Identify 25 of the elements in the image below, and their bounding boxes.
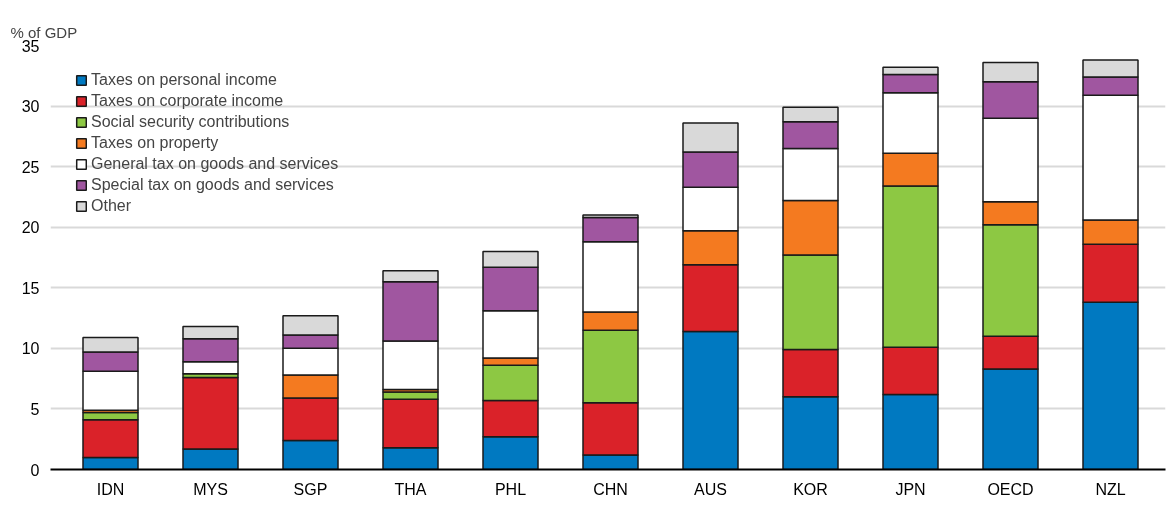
x-tick-label: PHL xyxy=(494,480,527,498)
x-tick-label: IDN xyxy=(96,480,125,498)
legend-label: Taxes on personal income xyxy=(91,70,277,90)
x-tick-label: KOR xyxy=(793,480,828,498)
x-tick-label: THA xyxy=(394,480,427,498)
y-tick-label: 20 xyxy=(21,219,40,237)
y-tick-label: 10 xyxy=(21,340,40,358)
legend-label: Taxes on property xyxy=(91,133,219,153)
x-tick-label: MYS xyxy=(193,480,228,498)
x-tick-label: NZL xyxy=(1095,480,1126,498)
y-tick-label: 15 xyxy=(21,279,40,297)
y-tick-label: 30 xyxy=(21,98,40,116)
x-tick-label: JPN xyxy=(895,480,926,498)
y-tick-label: 0 xyxy=(30,461,40,479)
legend-label: Special tax on goods and services xyxy=(91,175,334,195)
legend-label: Taxes on corporate income xyxy=(91,91,284,111)
x-tick-label: OECD xyxy=(987,480,1034,498)
legend-label: Social security contributions xyxy=(91,112,290,132)
legend-label: General tax on goods and services xyxy=(91,154,339,174)
y-tick-label: 25 xyxy=(21,158,40,176)
legend-label: Other xyxy=(91,196,132,216)
x-tick-label: AUS xyxy=(694,480,727,498)
x-tick-label: SGP xyxy=(293,480,328,498)
y-tick-label: 5 xyxy=(30,400,40,418)
x-tick-label: CHN xyxy=(593,480,628,498)
